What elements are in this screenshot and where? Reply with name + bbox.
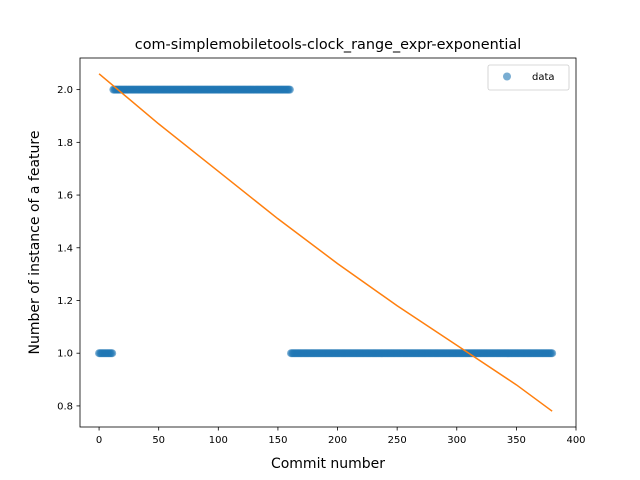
x-tick-label: 0 bbox=[96, 435, 102, 446]
y-tick-label: 1.0 bbox=[57, 349, 73, 360]
x-tick-label: 200 bbox=[328, 435, 347, 446]
x-tick-label: 100 bbox=[209, 435, 228, 446]
y-tick-label: 2.0 bbox=[57, 85, 73, 96]
y-tick-label: 0.8 bbox=[57, 401, 73, 412]
legend-box bbox=[487, 64, 570, 91]
data-point bbox=[108, 349, 117, 358]
x-tick-label: 150 bbox=[268, 435, 287, 446]
x-tick-label: 50 bbox=[152, 435, 165, 446]
y-axis-label: Number of instance of a feature bbox=[27, 131, 43, 355]
x-tick-label: 350 bbox=[507, 435, 526, 446]
data-point bbox=[548, 349, 557, 358]
y-tick-label: 1.8 bbox=[57, 138, 73, 149]
x-tick-label: 250 bbox=[388, 435, 407, 446]
x-axis-label: Commit number bbox=[271, 456, 385, 472]
y-tick-label: 1.2 bbox=[57, 296, 73, 307]
data-point bbox=[285, 85, 294, 94]
plot-area bbox=[95, 73, 557, 412]
axes: 0 50 100 150 200 250 300 350 400 0.8 1.0 1.2 1.4 1.6 1… bbox=[57, 57, 586, 446]
axes-frame bbox=[79, 57, 577, 428]
legend-marker-data bbox=[503, 72, 511, 81]
y-tick-label: 1.4 bbox=[57, 243, 73, 254]
chart-title: com-simplemobiletools-clock_range_expr-e… bbox=[135, 37, 521, 53]
x-tick-label: 300 bbox=[447, 435, 466, 446]
legend-label-data: data bbox=[532, 72, 555, 83]
y-tick-label: 1.6 bbox=[57, 191, 73, 202]
fit-line bbox=[98, 73, 553, 412]
legend: data bbox=[487, 64, 570, 91]
x-tick-label: 400 bbox=[566, 435, 585, 446]
